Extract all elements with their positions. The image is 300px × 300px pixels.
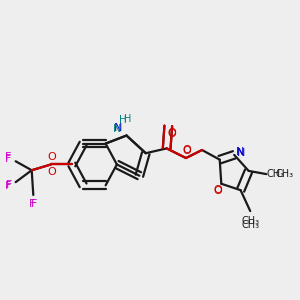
- Text: N: N: [236, 147, 244, 157]
- Text: F: F: [5, 154, 12, 164]
- Text: F: F: [6, 180, 12, 190]
- Text: O: O: [167, 129, 176, 139]
- Text: H: H: [124, 115, 132, 124]
- Text: O: O: [48, 152, 56, 162]
- Text: CH₃: CH₃: [241, 216, 259, 226]
- Text: N: N: [113, 124, 122, 134]
- Text: CH₃: CH₃: [241, 220, 259, 230]
- Text: H: H: [119, 115, 127, 125]
- Text: F: F: [4, 152, 11, 162]
- Text: F: F: [28, 199, 35, 209]
- Text: O: O: [182, 146, 191, 156]
- Text: O: O: [182, 145, 191, 155]
- Text: F: F: [31, 199, 37, 209]
- Text: O: O: [48, 167, 56, 176]
- Text: N: N: [236, 148, 245, 158]
- Text: N: N: [114, 122, 123, 133]
- Text: O: O: [214, 186, 223, 196]
- Text: CH₃: CH₃: [267, 169, 285, 179]
- Text: CH₃: CH₃: [276, 169, 294, 179]
- Text: O: O: [168, 128, 176, 138]
- Text: F: F: [5, 181, 12, 191]
- Text: O: O: [213, 185, 222, 195]
